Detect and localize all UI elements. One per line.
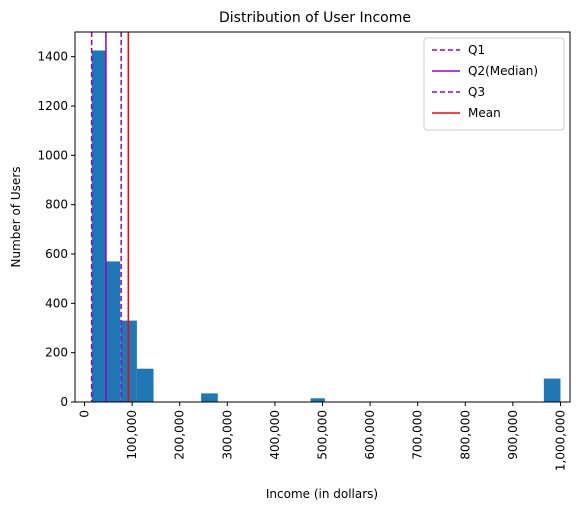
x-tick-label: 600,000 <box>363 410 377 460</box>
y-tick-label: 1000 <box>37 148 68 162</box>
y-axis: 0 200 400 600 800 1000 1200 1400 <box>37 50 75 409</box>
y-tick-label: 200 <box>45 346 68 360</box>
y-tick-label: 400 <box>45 296 68 310</box>
x-tick-label: 0 <box>78 410 92 418</box>
bars-layer <box>91 50 561 402</box>
x-tick-label: 300,000 <box>220 410 234 460</box>
x-tick-label: 200,000 <box>173 410 187 460</box>
histogram-bar <box>136 368 154 402</box>
x-tick-label: 400,000 <box>268 410 282 460</box>
x-tick-label: 700,000 <box>411 410 425 460</box>
histogram-bar <box>543 378 561 402</box>
legend-box <box>423 37 565 131</box>
chart-title: Distribution of User Income <box>219 10 411 26</box>
x-tick-label: 800,000 <box>458 410 472 460</box>
y-tick-label: 1400 <box>37 50 68 64</box>
histogram-bar <box>310 398 325 402</box>
x-tick-label: 500,000 <box>316 410 330 460</box>
legend-label: Mean <box>468 106 501 120</box>
legend-label: Q1 <box>468 43 485 57</box>
y-tick-label: 0 <box>60 395 68 409</box>
x-tick-label: 900,000 <box>506 410 520 460</box>
y-tick-label: 600 <box>45 247 68 261</box>
x-axis: 0 100,000 200,000 300,000 400,000 500,000 600,… <box>78 402 567 471</box>
x-tick-label: 1,000,000 <box>553 410 567 471</box>
y-axis-label: Number of Users <box>9 166 23 267</box>
x-axis-label: Income (in dollars) <box>266 487 378 501</box>
y-tick-label: 800 <box>45 198 68 212</box>
histogram-bar <box>91 50 106 402</box>
reference-lines-layer <box>90 32 130 402</box>
legend-label: Q2(Median) <box>468 64 538 78</box>
y-tick-label: 1200 <box>37 99 68 113</box>
legend-label: Q3 <box>468 85 485 99</box>
histogram-bar <box>105 261 121 402</box>
x-tick-label: 100,000 <box>125 410 139 460</box>
legend: Q1 Q2(Median) Q3 Mean <box>423 37 565 131</box>
histogram-bar <box>201 393 218 402</box>
